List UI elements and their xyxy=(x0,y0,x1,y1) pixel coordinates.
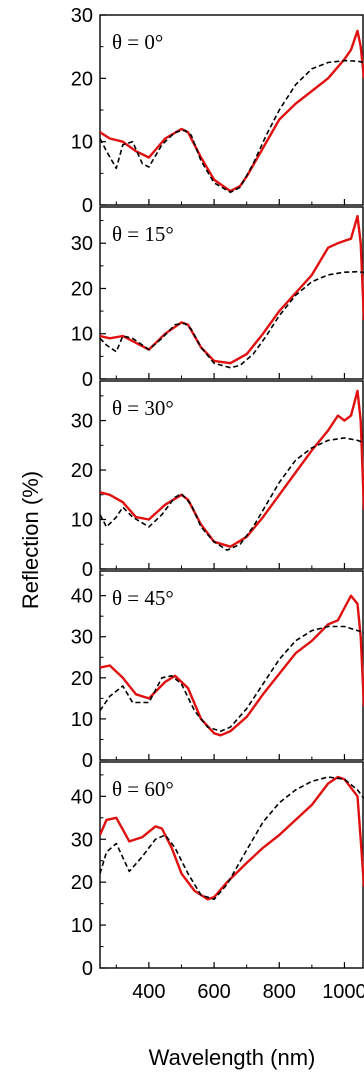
y-tick-label: 30 xyxy=(71,411,93,433)
series-group xyxy=(100,594,364,737)
y-tick-label: 40 xyxy=(71,786,93,808)
simulated-series-line xyxy=(100,776,364,901)
panel-3: 0 10 20 30 θ = 30° xyxy=(71,380,364,581)
panel-5: 0 10 20 30 40 θ = 60° xyxy=(71,761,364,980)
y-tick-label: 40 xyxy=(71,586,93,608)
panel-1: 0 10 20 30 θ = 0° xyxy=(71,5,364,217)
y-tick-label: 20 xyxy=(71,872,93,894)
y-tick-label: 10 xyxy=(71,132,93,154)
panel-4: 0 10 20 30 40 θ = 45° xyxy=(71,570,364,772)
x-tick-label: 1000 xyxy=(322,981,364,1003)
y-tick-label: 30 xyxy=(71,627,93,649)
y-tick-label: 30 xyxy=(71,829,93,851)
panel-angle-label: θ = 30° xyxy=(112,396,174,420)
y-tick-label: 0 xyxy=(82,559,93,581)
measured-series-line xyxy=(100,214,364,365)
simulated-series-line xyxy=(100,625,364,733)
measured-series-line xyxy=(100,594,364,737)
simulated-series-line xyxy=(100,59,364,194)
simulated-series-line xyxy=(100,270,364,369)
y-tick-label: 0 xyxy=(82,958,93,980)
series-group xyxy=(100,214,364,369)
y-tick-label: 10 xyxy=(71,915,93,937)
y-tick-label: 20 xyxy=(71,68,93,90)
measured-series-line xyxy=(100,775,364,901)
x-tick-label: 800 xyxy=(263,981,296,1003)
x-tick-label: 400 xyxy=(132,981,165,1003)
y-tick-label: 0 xyxy=(82,369,93,391)
y-tick-label: 20 xyxy=(71,668,93,690)
series-group xyxy=(100,29,364,194)
y-tick-label: 30 xyxy=(71,5,93,27)
y-tick-label: 20 xyxy=(71,278,93,300)
y-tick-label: 10 xyxy=(71,510,93,532)
panel-angle-label: θ = 0° xyxy=(112,30,163,54)
panel-angle-label: θ = 45° xyxy=(112,586,174,610)
series-group xyxy=(100,775,364,901)
panel-angle-label: θ = 60° xyxy=(112,777,174,801)
x-axis-title: Wavelength (nm) xyxy=(149,1045,316,1070)
panel-angle-label: θ = 15° xyxy=(112,222,174,246)
simulated-series-line xyxy=(100,437,364,552)
panels-layer: 0 10 20 30 θ = 0° 0 10 20 30 θ = 15° 0 10 20 30 θ = 30… xyxy=(71,5,364,1003)
y-axis-title: Reflection (%) xyxy=(18,471,43,609)
y-tick-label: 10 xyxy=(71,709,93,731)
panel-2: 0 10 20 30 θ = 15° xyxy=(71,206,364,391)
y-tick-label: 10 xyxy=(71,324,93,346)
measured-series-line xyxy=(100,29,364,193)
y-tick-label: 30 xyxy=(71,233,93,255)
y-tick-label: 0 xyxy=(82,750,93,772)
x-tick-label: 600 xyxy=(197,981,230,1003)
series-group xyxy=(100,389,364,552)
y-tick-label: 20 xyxy=(71,460,93,482)
y-tick-label: 0 xyxy=(82,195,93,217)
